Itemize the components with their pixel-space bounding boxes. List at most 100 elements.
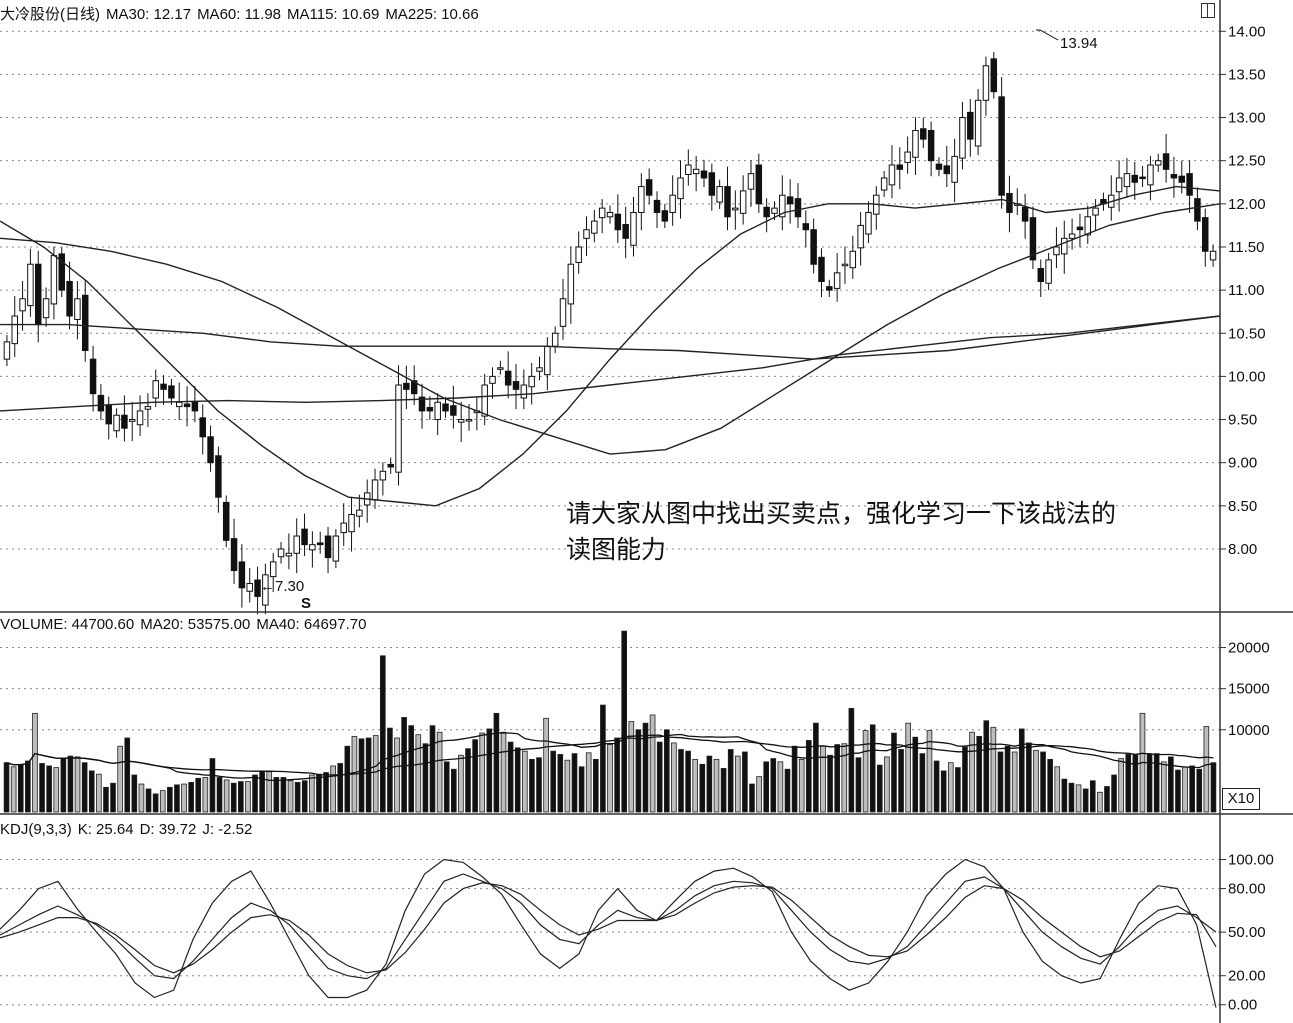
volume-bar (834, 744, 840, 813)
volume-bar (919, 753, 926, 813)
volume-bar (649, 714, 656, 813)
volume-bar (3, 762, 10, 813)
candle-up (465, 419, 473, 422)
candle-down (199, 417, 206, 438)
volume-bar (727, 749, 734, 813)
volume-bar (720, 768, 727, 813)
volume-bar (181, 783, 187, 813)
volume-bar (827, 754, 833, 813)
volume-bar (1068, 782, 1075, 813)
volume-bar (1089, 780, 1096, 813)
candle-down (661, 210, 669, 222)
candle-up (136, 410, 144, 426)
volume-bar (869, 724, 876, 813)
candle-down (58, 253, 65, 291)
candle-up (575, 246, 582, 264)
candle-down (927, 129, 935, 162)
volume-bar (46, 765, 52, 813)
candle-up (379, 470, 387, 481)
candle-up (128, 419, 136, 422)
candle-down (1037, 268, 1045, 282)
volume-bar (422, 743, 429, 813)
candle-down (935, 163, 943, 170)
candle-up (1123, 173, 1131, 188)
candle-up (19, 298, 26, 312)
volume-bar (585, 752, 592, 813)
volume-bar (1011, 751, 1018, 813)
candle-up (771, 207, 778, 214)
high-annotation: 13.94 (1060, 35, 1098, 52)
volume-bar (685, 750, 691, 813)
volume-bar (472, 739, 478, 813)
candle-down (316, 542, 324, 546)
kdj-label: KDJ(9,3,3) (0, 821, 72, 838)
candle-up (982, 65, 990, 101)
window-toggle-icon[interactable] (1201, 3, 1215, 18)
candle-up (591, 220, 598, 234)
candle-down (426, 406, 434, 412)
volume-bar (1018, 728, 1025, 813)
y-tick-label: 9.50 (1228, 412, 1257, 429)
candle-up (293, 535, 300, 554)
candle-down (387, 463, 394, 468)
volume-bar (309, 774, 315, 813)
volume-bar (983, 720, 990, 813)
y-tick-label: 0.00 (1228, 997, 1257, 1014)
tick-labels: 8.00 8.50 9.00 9.50 10.00 10.50 11.00 11.50 12.0… (1228, 23, 1274, 1013)
volume-bar (330, 765, 336, 813)
volume-bar (88, 770, 95, 813)
volume-bar (10, 766, 17, 813)
ma115-label: MA115: 10.69 (287, 6, 380, 23)
candle-down (81, 294, 89, 352)
y-tick-label: 8.00 (1228, 541, 1257, 558)
candle-up (1061, 237, 1068, 255)
volume-bar (507, 741, 514, 813)
ma-line-ma30 (0, 185, 1221, 507)
candle-down (1131, 174, 1139, 183)
volume-bar (763, 761, 770, 813)
volume-bar (656, 741, 663, 813)
volume-bar (1047, 758, 1053, 813)
candle-up (880, 177, 888, 191)
candle-down (403, 382, 410, 390)
candle-up (677, 177, 684, 200)
vol-ma40-label: MA40: 64697.70 (256, 616, 367, 633)
candle-down (1186, 173, 1193, 196)
candle-down (802, 223, 810, 231)
ma-line-ma115 (0, 315, 1221, 360)
candle-down (89, 358, 97, 395)
volume-bar (813, 722, 819, 813)
candle-down (1139, 176, 1146, 180)
candle-down (504, 370, 512, 386)
candle-up (974, 99, 982, 147)
volume-bar (294, 782, 301, 813)
volume-bars (3, 630, 1217, 813)
volume-bar (947, 762, 954, 813)
candle-up (11, 315, 18, 345)
volume-bar (1026, 742, 1032, 813)
volume-bar (976, 735, 982, 813)
volume-bar (230, 782, 237, 813)
volume-multiplier: X10 (1222, 788, 1260, 810)
volume-bar (216, 777, 223, 813)
candle-down (207, 436, 214, 464)
volume-bar (529, 758, 535, 813)
y-tick-label: 80.00 (1228, 881, 1266, 898)
volume-bar (344, 745, 351, 813)
volume-bar (820, 745, 826, 813)
candle-up (489, 375, 496, 384)
y-tick-label: 13.50 (1228, 66, 1266, 83)
volume-bar (74, 756, 81, 813)
volume-bar (110, 782, 116, 813)
volume-bar (493, 712, 500, 813)
candle-up (951, 155, 958, 183)
volume-bar (32, 712, 38, 813)
volume-bar (557, 754, 564, 813)
volume-bar (706, 755, 713, 813)
volume-bar (1004, 745, 1011, 813)
candle-up (1155, 160, 1162, 166)
y-tick-label: 14.00 (1228, 23, 1266, 40)
y-tick-label: 11.00 (1228, 282, 1264, 299)
volume-bar (117, 745, 123, 813)
